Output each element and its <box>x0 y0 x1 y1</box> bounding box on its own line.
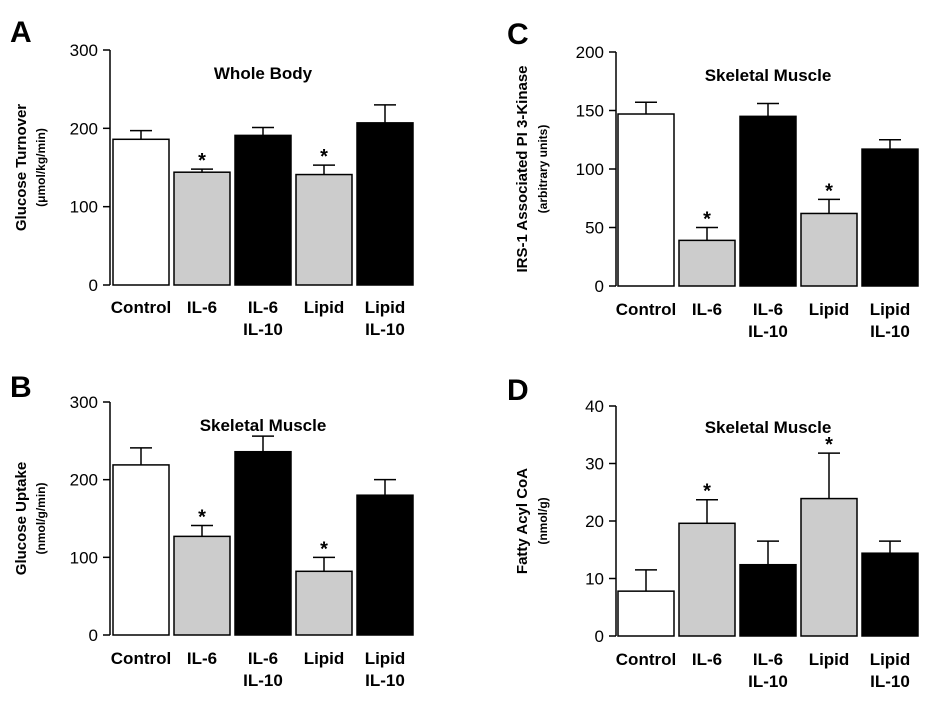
bar <box>617 113 675 287</box>
category-label: Lipid <box>304 298 345 317</box>
panel-letter: C <box>507 18 529 51</box>
bar <box>861 552 919 637</box>
category-label: IL-6 <box>692 650 722 669</box>
panel-letter: D <box>507 374 529 407</box>
category-label: IL-10 <box>243 320 283 339</box>
chart-title: Skeletal Muscle <box>200 416 327 435</box>
y-tick-label: 300 <box>70 41 98 60</box>
chart-title: Skeletal Muscle <box>705 66 832 85</box>
category-label: IL-10 <box>870 322 910 341</box>
y-axis-label: Glucose Uptake <box>13 462 30 575</box>
significance-star: * <box>320 146 328 168</box>
category-label: Lipid <box>809 300 850 319</box>
y-tick-label: 0 <box>89 626 98 645</box>
category-label: Control <box>111 298 171 317</box>
y-tick-label: 20 <box>585 512 604 531</box>
y-tick-label: 30 <box>585 455 604 474</box>
significance-star: * <box>825 180 833 202</box>
significance-star: * <box>703 209 711 231</box>
y-tick-label: 0 <box>595 627 604 646</box>
category-label: IL-6 <box>248 298 278 317</box>
bar <box>356 122 414 286</box>
chart-title: Whole Body <box>214 64 313 83</box>
y-axis-label: IRS-1 Associated PI 3-Kinase <box>514 65 531 272</box>
y-tick-label: 200 <box>576 43 604 62</box>
bar <box>295 570 353 636</box>
significance-star: * <box>703 481 711 503</box>
bar <box>112 138 170 286</box>
bar <box>112 464 170 636</box>
bar <box>234 134 292 286</box>
category-label: Lipid <box>365 298 406 317</box>
category-label: IL-10 <box>748 672 788 691</box>
category-label: Lipid <box>365 649 406 668</box>
category-label: Control <box>616 300 676 319</box>
chart-title: Skeletal Muscle <box>705 418 832 437</box>
y-tick-label: 200 <box>70 119 98 138</box>
chart-panel-b: B Skeletal Muscle Glucose Uptake (nmol/g/mi… <box>10 371 414 690</box>
category-label: IL-6 <box>753 300 783 319</box>
category-label: Lipid <box>304 649 345 668</box>
y-tick-label: 0 <box>595 277 604 296</box>
y-tick-label: 10 <box>585 570 604 589</box>
significance-star: * <box>825 434 833 456</box>
y-tick-label: 300 <box>70 393 98 412</box>
bar <box>295 173 353 286</box>
y-tick-label: 100 <box>70 548 98 567</box>
category-label: Lipid <box>870 300 911 319</box>
chart-panel-c: C Skeletal Muscle IRS-1 Associated PI 3-Ki… <box>507 18 919 341</box>
category-label: IL-10 <box>365 320 405 339</box>
significance-star: * <box>198 506 206 528</box>
y-axis-label: Fatty Acyl CoA <box>514 468 531 574</box>
panel-letter: A <box>10 16 32 49</box>
category-label: Lipid <box>809 650 850 669</box>
y-axis-unit: (nmol/g) <box>536 497 550 544</box>
significance-star: * <box>198 150 206 172</box>
bar <box>678 239 736 287</box>
category-label: IL-10 <box>243 671 283 690</box>
y-axis-unit: (arbitrary units) <box>536 125 550 214</box>
significance-star: * <box>320 538 328 560</box>
bar <box>356 494 414 636</box>
bar <box>800 212 858 287</box>
category-label: IL-10 <box>365 671 405 690</box>
bar <box>234 450 292 636</box>
y-tick-label: 40 <box>585 397 604 416</box>
y-tick-label: 50 <box>585 219 604 238</box>
bar <box>617 590 675 637</box>
category-label: IL-6 <box>248 649 278 668</box>
bar <box>173 171 231 286</box>
y-axis-label: Glucose Turnover <box>13 104 30 231</box>
bar <box>861 148 919 287</box>
y-tick-label: 150 <box>576 102 604 121</box>
category-label: Control <box>111 649 171 668</box>
chart-panel-d: D Skeletal Muscle Fatty Acyl CoA (nmol/g) 0 1… <box>507 374 919 691</box>
bar <box>739 115 797 287</box>
category-label: IL-6 <box>187 298 217 317</box>
y-tick-label: 100 <box>70 198 98 217</box>
bar <box>678 522 736 637</box>
category-label: Control <box>616 650 676 669</box>
category-label: IL-6 <box>692 300 722 319</box>
y-tick-label: 0 <box>89 276 98 295</box>
y-tick-label: 100 <box>576 160 604 179</box>
y-axis-unit: (nmol/g/min) <box>34 483 48 555</box>
category-label: IL-10 <box>748 322 788 341</box>
bar <box>800 497 858 637</box>
category-label: IL-6 <box>753 650 783 669</box>
bar <box>739 563 797 637</box>
category-label: Lipid <box>870 650 911 669</box>
y-axis-unit: (μmol/kg/min) <box>34 128 48 207</box>
category-label: IL-10 <box>870 672 910 691</box>
category-label: IL-6 <box>187 649 217 668</box>
panel-letter: B <box>10 371 32 404</box>
bar <box>173 535 231 636</box>
chart-panel-a: A Whole Body Glucose Turnover (μmol/kg/min)… <box>10 16 414 339</box>
y-tick-label: 200 <box>70 471 98 490</box>
